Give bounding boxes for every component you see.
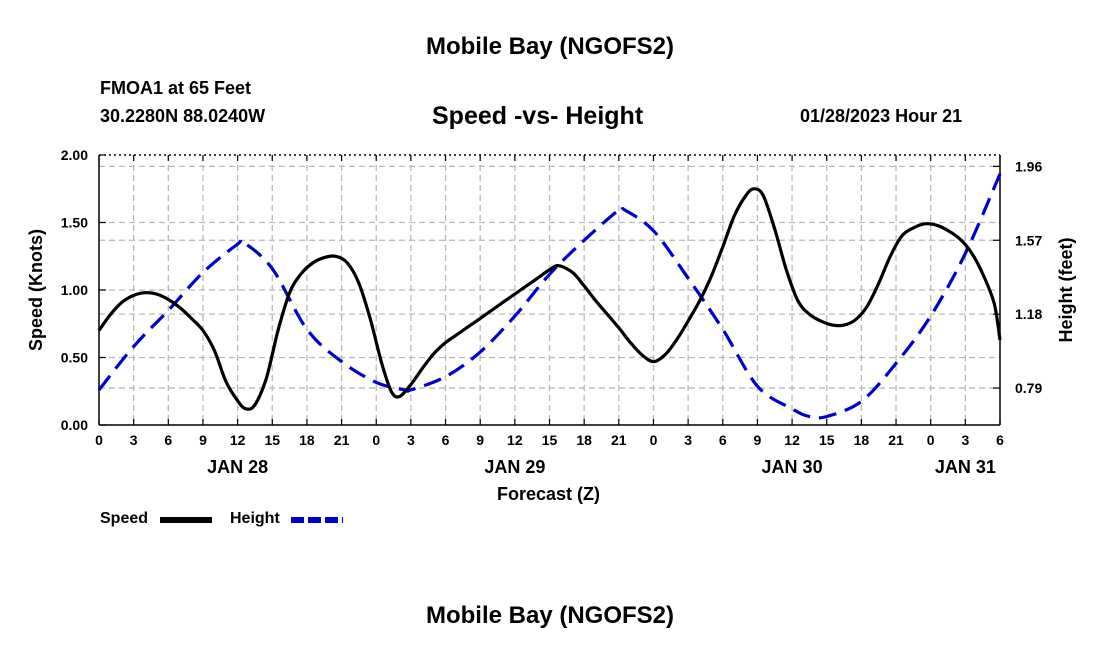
x-tick-label: 18 — [576, 432, 592, 448]
x-tick-label: 6 — [996, 432, 1004, 448]
bottom-title: Mobile Bay (NGOFS2) — [425, 602, 675, 629]
x-tick-label: 15 — [819, 432, 835, 448]
x-axis-title: Forecast (Z) — [497, 484, 600, 504]
y2-tick-label: 1.18 — [1015, 306, 1042, 322]
x-tick-label: 15 — [542, 432, 558, 448]
x-tick-label: 18 — [299, 432, 315, 448]
x-tick-label: 12 — [784, 432, 800, 448]
x-tick-label: 9 — [199, 432, 207, 448]
x-tick-label: 18 — [854, 432, 870, 448]
station-label: FMOA1 at 65 Feet — [100, 78, 252, 98]
x-date-label: JAN 28 — [207, 457, 268, 477]
x-tick-label: 0 — [372, 432, 380, 448]
series-line-height — [97, 173, 1002, 420]
forecast-datetime: 01/28/2023 Hour 21 — [800, 106, 963, 126]
x-tick-label: 0 — [650, 432, 658, 448]
page-title: Mobile Bay (NGOFS2) — [425, 33, 675, 60]
x-tick-label: 21 — [334, 432, 350, 448]
x-tick-label: 21 — [611, 432, 627, 448]
y2-tick-label: 0.79 — [1015, 380, 1042, 396]
x-tick-label: 3 — [407, 432, 415, 448]
x-tick-label: 21 — [888, 432, 904, 448]
station-coordinates: 30.2280N 88.0240W — [100, 106, 266, 126]
y-tick-label: 1.00 — [61, 282, 88, 298]
x-tick-label: 12 — [507, 432, 523, 448]
x-date-label: JAN 29 — [484, 457, 545, 477]
y-tick-label: 0.00 — [61, 417, 88, 433]
x-date-label: JAN 31 — [935, 457, 996, 477]
x-tick-label: 3 — [961, 432, 969, 448]
x-tick-label: 3 — [684, 432, 692, 448]
series-line-speed — [97, 187, 1002, 411]
x-tick-label: 6 — [442, 432, 450, 448]
legend-height-label: Height — [230, 510, 280, 527]
y-axis-title: Speed (Knots) — [26, 229, 46, 351]
x-tick-label: 6 — [164, 432, 172, 448]
x-date-label: JAN 30 — [762, 457, 823, 477]
x-tick-label: 3 — [130, 432, 138, 448]
x-tick-label: 9 — [476, 432, 484, 448]
x-tick-label: 15 — [264, 432, 280, 448]
x-tick-label: 0 — [927, 432, 935, 448]
chart-subtitle: Speed -vs- Height — [432, 102, 644, 130]
y2-axis-title: Height (feet) — [1056, 238, 1076, 343]
y-tick-label: 1.50 — [61, 215, 88, 231]
x-tick-label: 12 — [230, 432, 246, 448]
x-tick-label: 6 — [719, 432, 727, 448]
x-tick-label: 0 — [95, 432, 103, 448]
x-tick-label: 9 — [754, 432, 762, 448]
legend-speed-label: Speed — [100, 510, 149, 527]
y2-tick-label: 1.96 — [1015, 158, 1042, 174]
y2-tick-label: 1.57 — [1015, 232, 1042, 248]
y-tick-label: 0.50 — [61, 350, 88, 366]
y-tick-label: 2.00 — [61, 147, 88, 163]
